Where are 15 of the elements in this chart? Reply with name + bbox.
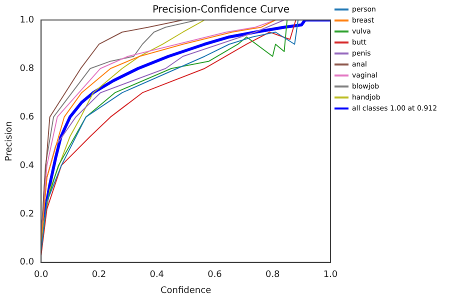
chart-title: Precision-Confidence Curve <box>152 4 290 16</box>
y-tick-label: 0.6 <box>20 112 34 122</box>
y-tick-label: 0.2 <box>20 209 34 220</box>
x-tick-label: 0.6 <box>208 270 222 280</box>
x-tick-label: 1.0 <box>323 270 338 280</box>
x-axis-title: Confidence <box>160 286 212 296</box>
y-axis-title: Precision <box>4 121 15 162</box>
x-tick-label: 0.8 <box>265 270 280 280</box>
y-tick-label: 0.4 <box>20 160 34 171</box>
y-tick-label: 0.8 <box>20 64 34 74</box>
x-tick-label: 0.4 <box>150 270 164 280</box>
x-tick-label: 0.2 <box>92 270 106 280</box>
y-tick-label: 1.0 <box>20 15 34 26</box>
y-tick-label: 0.0 <box>20 258 34 268</box>
x-tick-label: 0.0 <box>34 270 49 280</box>
